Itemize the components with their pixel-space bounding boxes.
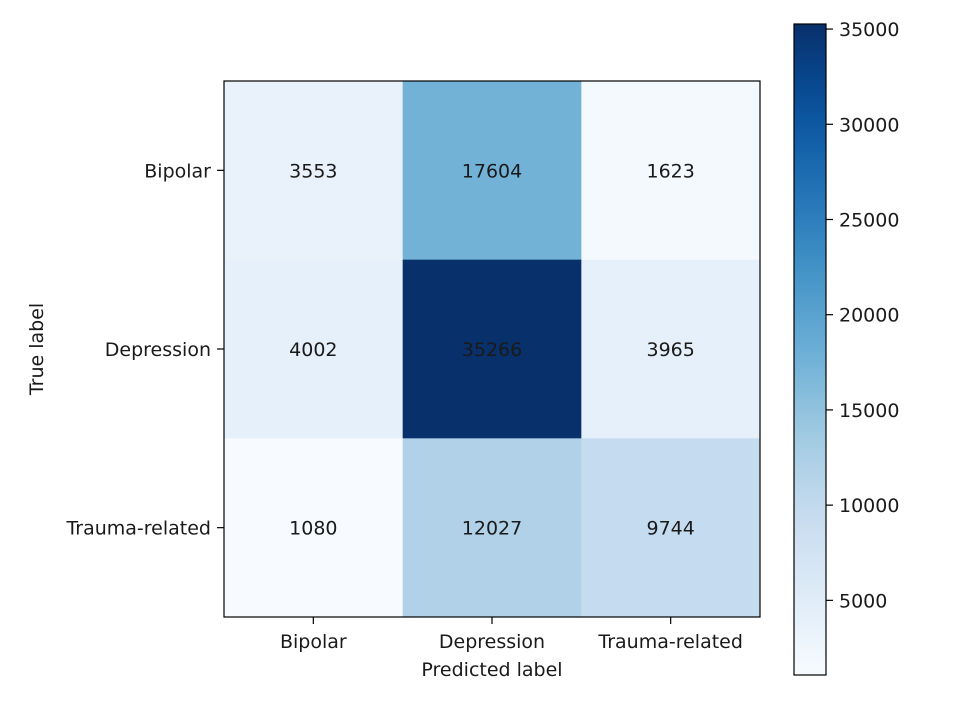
x-axis-label: Predicted label	[421, 659, 562, 681]
cell-value-bipolar-bipolar: 3553	[289, 160, 337, 182]
colorbar-tick-label-35000: 35000	[839, 19, 899, 41]
y-tick-layer: Bipolar Depression Trauma-related	[65, 160, 224, 540]
cells-layer: 3553 17604 1623 4002 35266 3965 1080 12027 9744	[224, 81, 761, 618]
cell-bipolar-depression	[402, 81, 582, 261]
cell-trauma-related-depression	[402, 438, 582, 618]
colorbar-tick-label-30000: 30000	[839, 114, 899, 136]
cell-value-depression-depression: 35266	[462, 339, 522, 361]
y-tick-label-trauma-related: Trauma-related	[65, 518, 211, 540]
colorbar-tick-label-5000: 5000	[839, 590, 887, 612]
cell-value-trauma-related-trauma-related: 9744	[646, 518, 694, 540]
colorbar-tick-layer: 5000 10000 15000 20000 25000 30000 35000	[826, 19, 899, 612]
colorbar-tick-label-15000: 15000	[839, 400, 899, 422]
y-axis-label: True label	[26, 303, 48, 396]
cell-trauma-related-bipolar	[224, 438, 404, 618]
cell-depression-bipolar	[224, 259, 404, 439]
cell-value-bipolar-depression: 17604	[462, 160, 522, 182]
cell-value-trauma-related-bipolar: 1080	[289, 518, 337, 540]
cell-value-bipolar-trauma-related: 1623	[646, 160, 694, 182]
cell-trauma-related-trauma-related	[581, 438, 761, 618]
cell-value-trauma-related-depression: 12027	[462, 518, 522, 540]
y-tick-label-bipolar: Bipolar	[144, 160, 211, 182]
x-tick-layer: Bipolar Depression Trauma-related	[280, 617, 743, 653]
colorbar	[793, 23, 827, 676]
colorbar-tick-label-20000: 20000	[839, 305, 899, 327]
colorbar-tick-label-10000: 10000	[839, 495, 899, 517]
cell-depression-trauma-related	[581, 259, 761, 439]
x-tick-label-bipolar: Bipolar	[280, 631, 347, 653]
cell-bipolar-trauma-related	[581, 81, 761, 261]
y-tick-label-depression: Depression	[105, 339, 211, 361]
x-tick-label-depression: Depression	[439, 631, 545, 653]
cell-depression-depression	[402, 259, 582, 439]
cell-bipolar-bipolar	[224, 81, 404, 261]
x-tick-label-trauma-related: Trauma-related	[597, 631, 743, 653]
cell-value-depression-trauma-related: 3965	[646, 339, 694, 361]
colorbar-tick-label-25000: 25000	[839, 209, 899, 231]
cell-value-depression-bipolar: 4002	[289, 339, 337, 361]
